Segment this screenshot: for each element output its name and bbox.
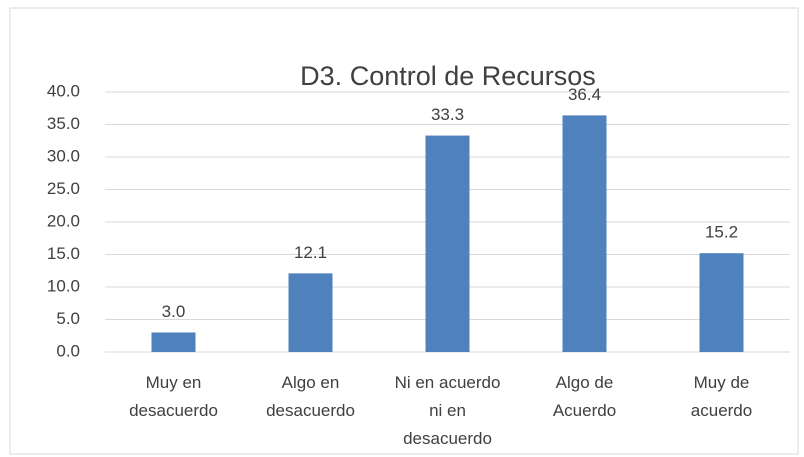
y-tick-label: 10.0	[47, 276, 80, 295]
y-tick-label: 30.0	[47, 146, 80, 165]
bar	[699, 253, 744, 352]
chart-border	[9, 7, 799, 455]
y-tick-label: 35.0	[47, 114, 80, 133]
data-label: 12.1	[294, 243, 327, 262]
y-tick-label: 40.0	[47, 81, 80, 100]
x-tick-label: Algo de Acuerdo	[552, 373, 617, 420]
bar	[288, 273, 333, 352]
x-tick-label: Muy en desacuerdo	[129, 373, 218, 420]
data-label: 3.0	[162, 302, 186, 321]
data-label: 33.3	[431, 105, 464, 124]
x-tick-label: Algo en desacuerdo	[266, 373, 355, 420]
bar	[151, 332, 196, 352]
y-tick-label: 5.0	[56, 309, 80, 328]
bar	[425, 135, 470, 352]
x-tick-label: Ni en acuerdo ni en desacuerdo	[394, 373, 501, 448]
chart-title: D3. Control de Recursos	[300, 61, 596, 91]
y-tick-label: 0.0	[56, 341, 80, 360]
y-tick-label: 25.0	[47, 179, 80, 198]
y-tick-label: 20.0	[47, 211, 80, 230]
data-label: 15.2	[705, 223, 738, 242]
data-label: 36.4	[568, 85, 601, 104]
x-tick-label: Muy de acuerdo	[690, 373, 753, 420]
bar	[562, 115, 607, 353]
y-tick-label: 15.0	[47, 244, 80, 263]
